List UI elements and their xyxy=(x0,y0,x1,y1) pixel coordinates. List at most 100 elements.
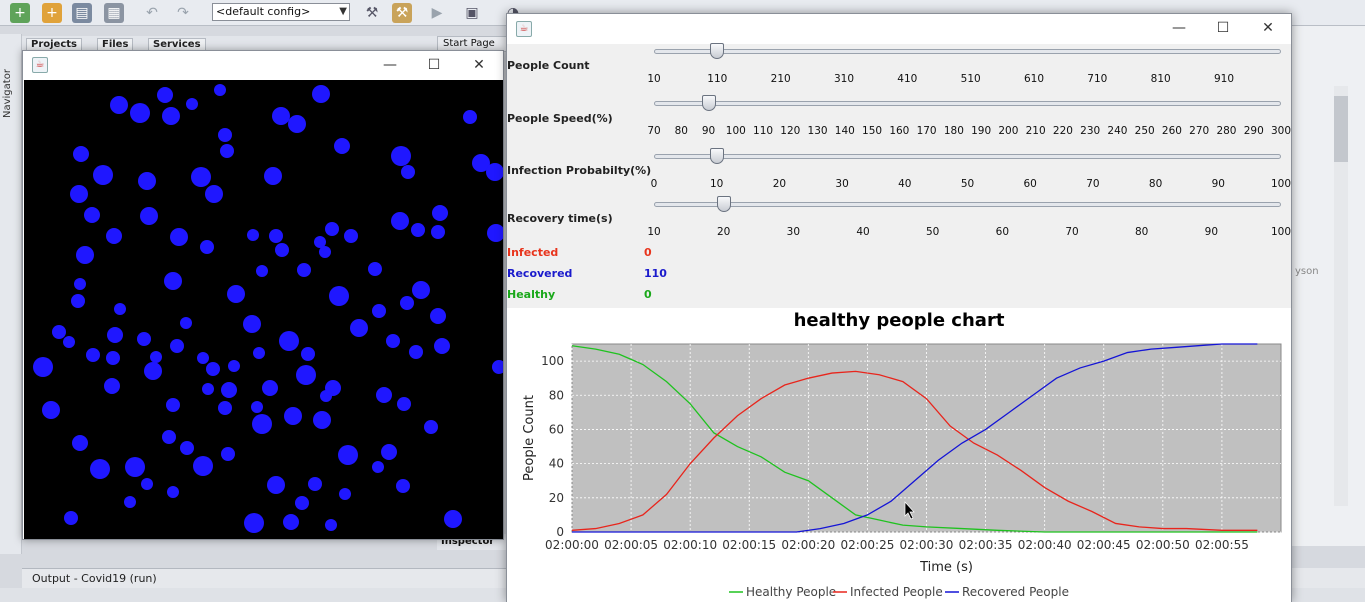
x-tick-label: 02:00:00 xyxy=(545,538,599,552)
slider-tick-label: 90 xyxy=(1211,178,1225,190)
person-dot xyxy=(228,360,240,372)
slider-thumb[interactable] xyxy=(701,95,716,111)
simulation-window: ☕ — ☐ ✕ xyxy=(22,50,504,540)
new-file-icon[interactable]: + xyxy=(10,3,30,23)
slider-tick-label: 10 xyxy=(647,226,661,238)
stat-value-healthy: 0 xyxy=(644,288,652,301)
slider-track[interactable] xyxy=(654,154,1281,159)
series-line-healthy-people xyxy=(571,345,1258,533)
person-dot xyxy=(218,128,232,142)
person-dot xyxy=(376,387,392,403)
slider-tick-label: 190 xyxy=(971,125,992,137)
open-project-icon[interactable]: ▤ xyxy=(72,3,92,23)
slider-tick-label: 510 xyxy=(960,73,981,85)
slider-tick-label: 10 xyxy=(647,73,661,85)
chevron-down-icon: ▼ xyxy=(339,6,347,17)
slider-label: People Count xyxy=(507,59,590,72)
person-dot xyxy=(296,365,316,385)
stat-label-recovered: Recovered xyxy=(507,267,573,280)
slider-tick-label: 130 xyxy=(807,125,828,137)
slider-thumb[interactable] xyxy=(709,148,724,164)
person-dot xyxy=(180,317,192,329)
person-dot xyxy=(275,243,289,257)
slider-tick-label: 90 xyxy=(701,125,716,137)
person-dot xyxy=(106,228,122,244)
slider-tick-label: 100 xyxy=(1270,178,1292,190)
slider-thumb[interactable] xyxy=(710,43,725,59)
person-dot xyxy=(269,229,283,243)
person-dot xyxy=(386,334,400,348)
slider-tick-label: 220 xyxy=(1052,125,1073,137)
slider-thumb[interactable] xyxy=(716,196,731,212)
person-dot xyxy=(170,339,184,353)
slider-tick-label: 300 xyxy=(1270,125,1292,137)
person-dot xyxy=(264,167,282,185)
slider-tick-label: 20 xyxy=(716,226,731,238)
maximize-button[interactable]: ☐ xyxy=(1216,20,1230,36)
person-dot xyxy=(314,236,326,248)
slider-tick-label: 60 xyxy=(1023,178,1037,190)
series-line-recovered-people xyxy=(572,343,1258,533)
maximize-button[interactable]: ☐ xyxy=(427,57,441,73)
chart-panel: healthy people chart 0 20 40 60 80 100 02:00:0… xyxy=(507,308,1291,602)
y-tick-label: 80 xyxy=(549,388,564,402)
person-dot xyxy=(70,185,88,203)
person-dot xyxy=(313,411,331,429)
person-dot xyxy=(125,457,145,477)
x-tick-label: 02:00:30 xyxy=(900,538,954,552)
person-dot xyxy=(205,185,223,203)
person-dot xyxy=(93,165,113,185)
person-dot xyxy=(162,430,176,444)
person-dot xyxy=(400,296,414,310)
slider-tick-label: 80 xyxy=(674,125,688,137)
x-tick-label: 02:00:20 xyxy=(781,538,835,552)
slider-tick-label: 180 xyxy=(943,125,964,137)
person-dot xyxy=(397,397,411,411)
close-button[interactable]: ✕ xyxy=(1262,20,1274,36)
person-dot xyxy=(350,319,368,337)
debug-icon[interactable]: ▣ xyxy=(465,5,479,21)
person-dot xyxy=(130,103,150,123)
build-hammer-icon[interactable]: ⚒ xyxy=(365,5,379,21)
slider-track[interactable] xyxy=(654,49,1281,54)
new-project-icon[interactable]: + xyxy=(42,3,62,23)
ide-editor-right xyxy=(1290,26,1365,546)
slider-tick-label: 10 xyxy=(710,178,724,190)
minimize-button[interactable]: — xyxy=(1172,20,1186,36)
person-dot xyxy=(76,246,94,264)
undo-icon[interactable]: ↶ xyxy=(146,5,158,21)
slider-label: Infection Probabilty(%) xyxy=(507,164,652,177)
person-dot xyxy=(391,212,409,230)
x-tick-label: 02:00:40 xyxy=(1018,538,1072,552)
run-icon[interactable]: ▶ xyxy=(431,5,443,21)
navigator-label[interactable]: Navigator xyxy=(2,69,13,118)
legend-label: Recovered People xyxy=(962,585,1069,599)
person-dot xyxy=(251,401,263,413)
close-button[interactable]: ✕ xyxy=(473,57,485,73)
config-select[interactable]: <default config> ▼ xyxy=(212,3,350,21)
slider-tick-label: 40 xyxy=(856,226,870,238)
person-dot xyxy=(253,347,265,359)
output-panel-title[interactable]: Output - Covid19 (run) xyxy=(22,568,508,588)
clean-build-icon[interactable]: ⚒ xyxy=(392,3,412,23)
person-dot xyxy=(267,476,285,494)
redo-icon[interactable]: ↷ xyxy=(177,5,189,21)
slider-track[interactable] xyxy=(654,101,1281,106)
person-dot xyxy=(319,246,331,258)
slider-tick-label: 100 xyxy=(725,125,746,137)
person-dot xyxy=(325,222,339,236)
person-dot xyxy=(430,308,446,324)
person-dot xyxy=(33,357,53,377)
editor-scrollbar[interactable] xyxy=(1334,86,1348,506)
person-dot xyxy=(487,224,503,242)
editor-text-fragment: yson xyxy=(1295,266,1319,277)
slider-tick-label: 290 xyxy=(1243,125,1264,137)
editor-scrollbar-thumb[interactable] xyxy=(1334,96,1348,162)
person-dot xyxy=(301,347,315,361)
person-dot xyxy=(164,272,182,290)
slider-track[interactable] xyxy=(654,202,1281,207)
person-dot xyxy=(63,336,75,348)
save-all-icon[interactable]: ▦ xyxy=(104,3,124,23)
minimize-button[interactable]: — xyxy=(383,57,397,73)
person-dot xyxy=(334,138,350,154)
